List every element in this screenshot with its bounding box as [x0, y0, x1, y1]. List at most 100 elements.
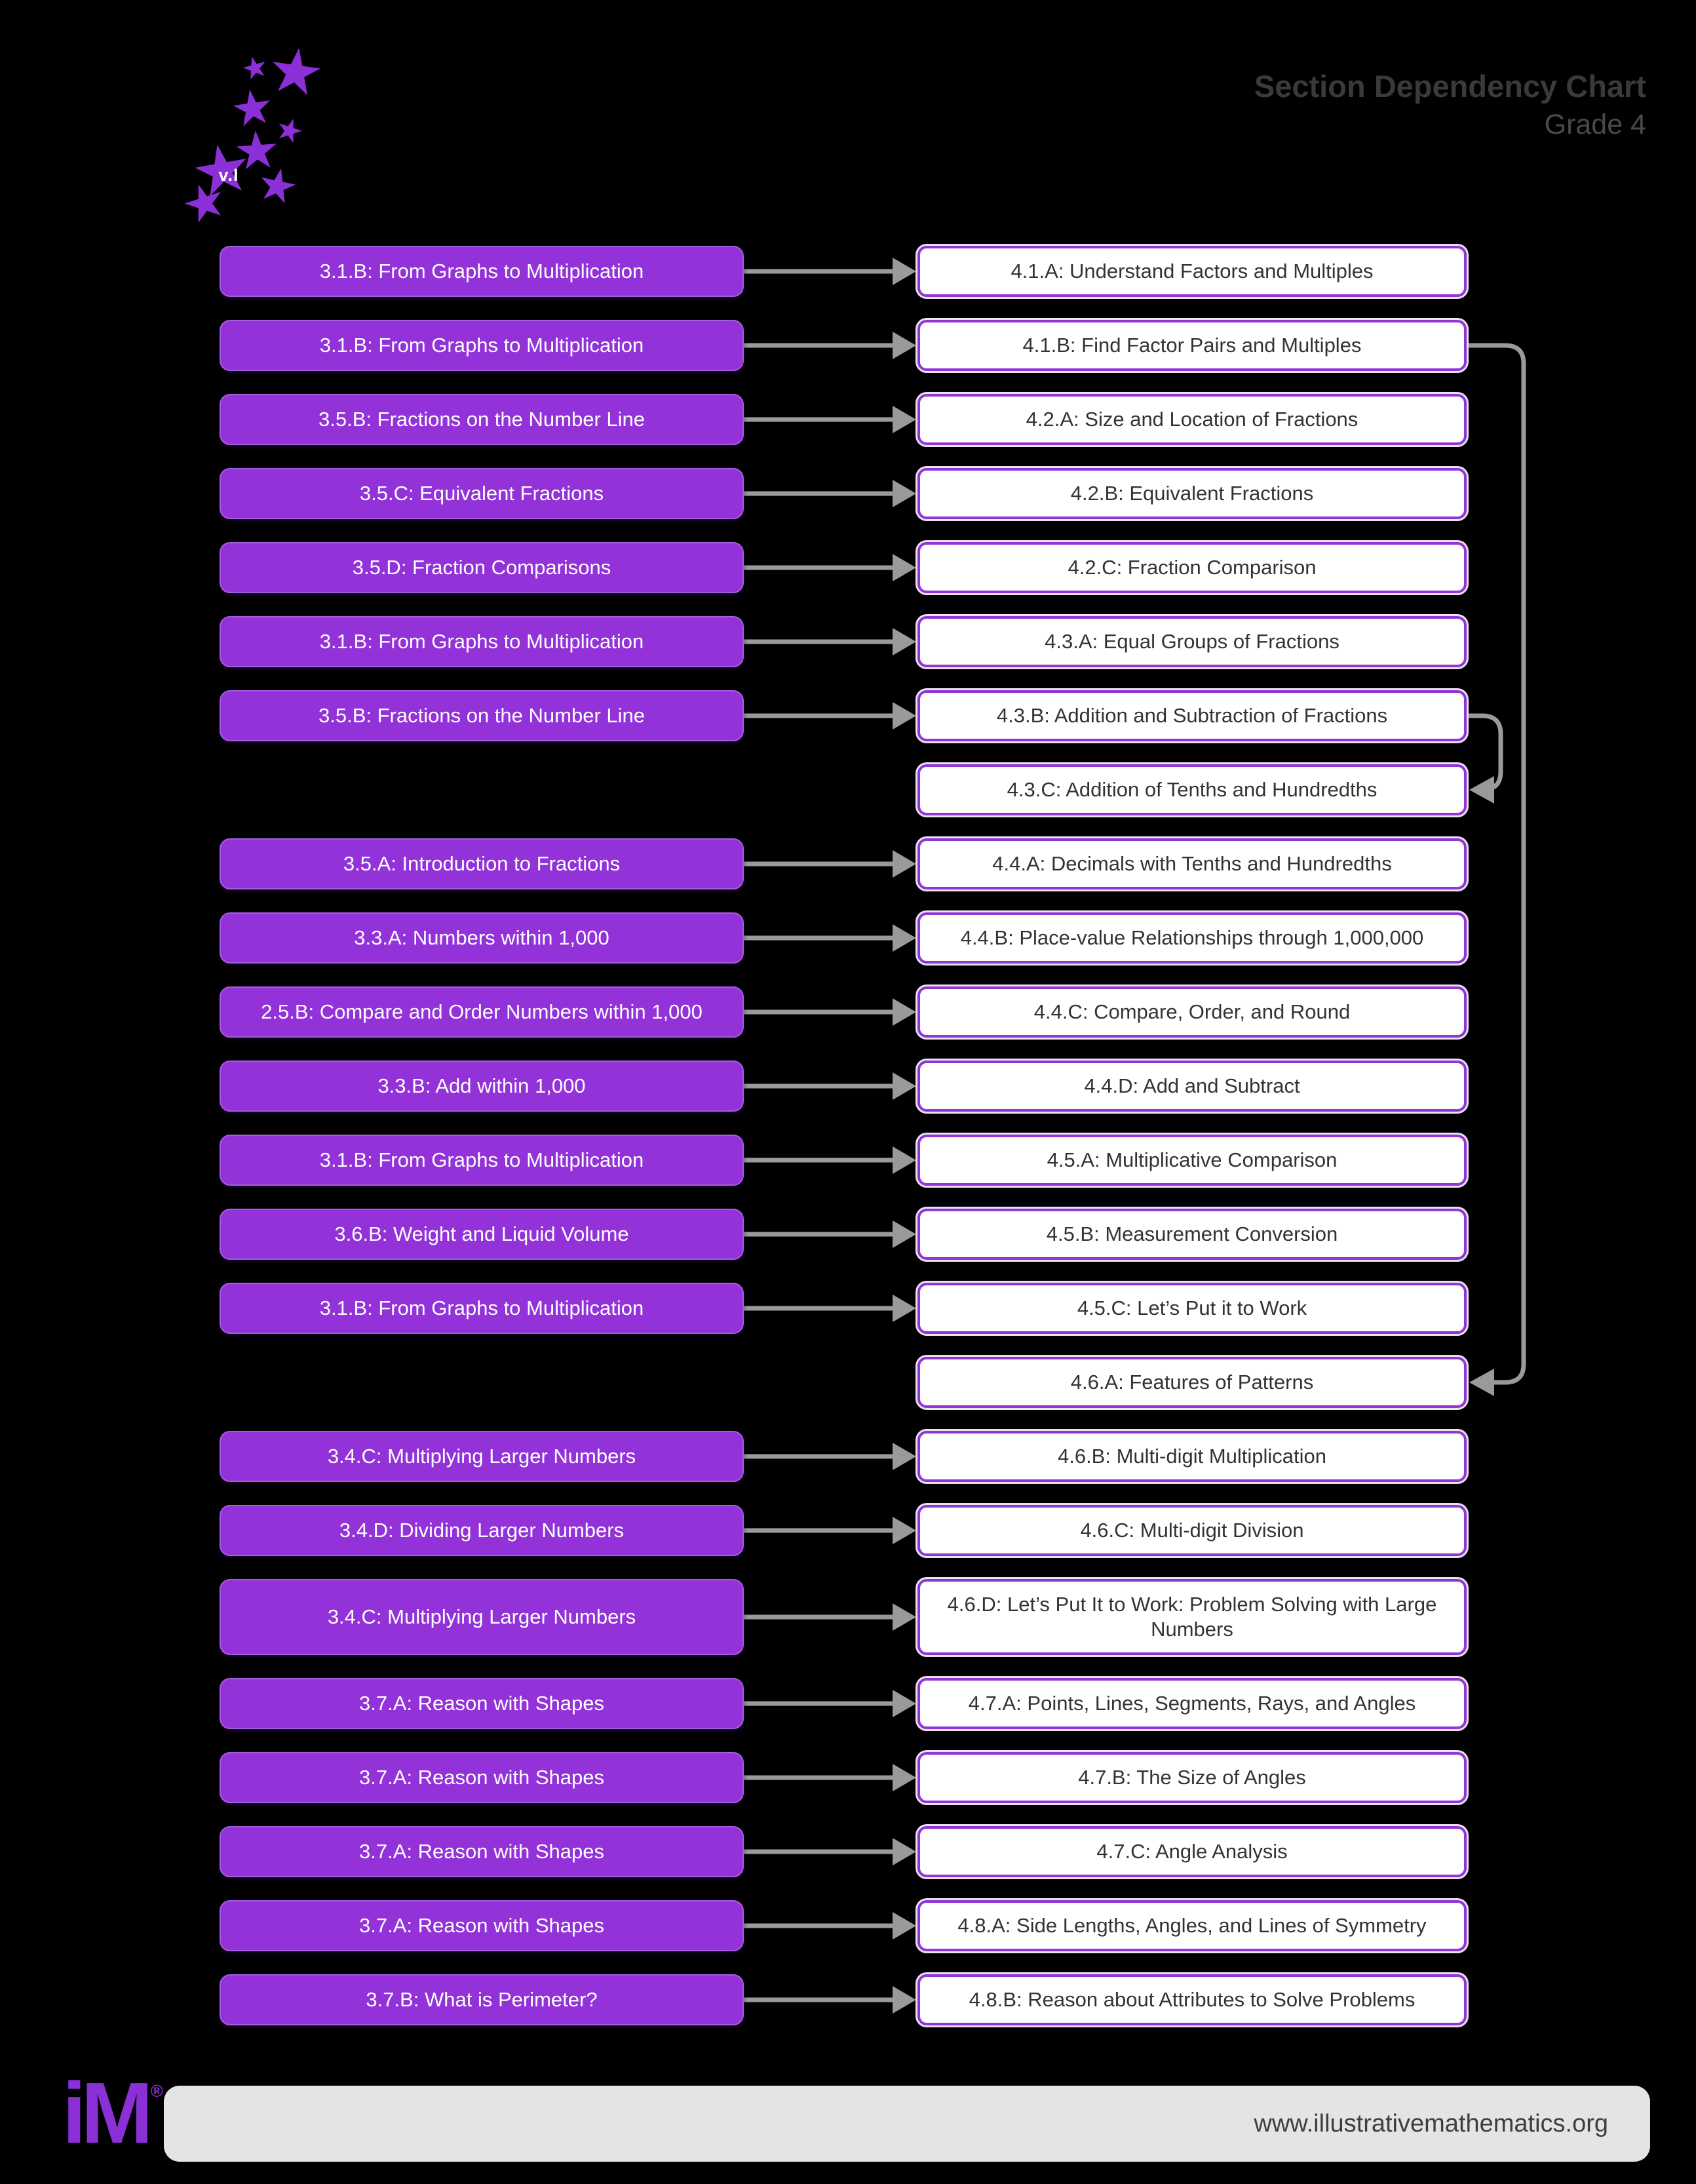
grade4-section-label: 4.7.A: Points, Lines, Segments, Rays, an… — [968, 1692, 1416, 1715]
star-icon: ★ — [263, 33, 329, 111]
grade4-section-box: 4.7.A: Points, Lines, Segments, Rays, an… — [917, 1678, 1467, 1729]
grade3-section-box: 3.3.A: Numbers within 1,000 — [220, 912, 744, 964]
grade3-section-box: 3.5.D: Fraction Comparisons — [220, 542, 744, 593]
grade3-section-box: 3.7.A: Reason with Shapes — [220, 1826, 744, 1877]
grade4-section-label: 4.4.C: Compare, Order, and Round — [1033, 1000, 1351, 1024]
arrowhead-icon — [893, 1603, 916, 1631]
routed-dependency-connector — [1467, 713, 1503, 792]
grade4-section-box: 4.5.C: Let’s Put it to Work — [917, 1283, 1467, 1334]
arrowhead-icon — [893, 332, 916, 359]
grade3-section-label: 3.7.A: Reason with Shapes — [359, 1914, 604, 1938]
grade4-section-box: 4.6.C: Multi-digit Division — [917, 1505, 1467, 1556]
grade3-section-box: 3.7.B: What is Perimeter? — [220, 1974, 744, 2025]
grade4-section-box: 4.5.A: Multiplicative Comparison — [917, 1135, 1467, 1186]
arrowhead-icon — [893, 850, 916, 878]
grade3-section-label: 3.5.D: Fraction Comparisons — [352, 556, 611, 579]
grade3-section-label: 3.4.C: Multiplying Larger Numbers — [327, 1605, 636, 1629]
arrowhead-icon — [893, 1072, 916, 1100]
grade3-section-box: 3.7.A: Reason with Shapes — [220, 1752, 744, 1803]
grade3-section-label: 3.7.A: Reason with Shapes — [359, 1840, 604, 1863]
grade4-section-box: 4.2.C: Fraction Comparison — [917, 542, 1467, 593]
grade-label: Grade 4 — [1544, 109, 1646, 140]
grade4-section-box: 4.5.B: Measurement Conversion — [917, 1209, 1467, 1260]
grade4-section-label: 4.4.B: Place-value Relationships through… — [960, 926, 1424, 950]
grade3-section-label: 3.5.B: Fractions on the Number Line — [318, 704, 645, 728]
arrowhead-icon — [893, 1146, 916, 1174]
header-titles: Section Dependency Chart Grade 4 — [1254, 67, 1646, 143]
grade3-section-box: 3.4.C: Multiplying Larger Numbers — [220, 1579, 744, 1655]
grade3-section-label: 3.6.B: Weight and Liquid Volume — [334, 1222, 629, 1246]
grade4-section-box: 4.2.B: Equivalent Fractions — [917, 468, 1467, 519]
im-logo-text: iM — [62, 2065, 153, 2161]
arrowhead-icon — [893, 924, 916, 952]
grade3-section-label: 3.1.B: From Graphs to Multiplication — [319, 1148, 644, 1172]
grade3-section-box: 3.1.B: From Graphs to Multiplication — [220, 246, 744, 297]
grade3-section-box: 3.4.C: Multiplying Larger Numbers — [220, 1431, 744, 1482]
grade3-section-label: 3.1.B: From Graphs to Multiplication — [319, 260, 644, 283]
grade3-section-label: 3.5.C: Equivalent Fractions — [359, 482, 604, 505]
grade4-section-label: 4.5.C: Let’s Put it to Work — [1077, 1297, 1307, 1320]
arrowhead-icon — [893, 628, 916, 655]
grade3-section-box: 3.7.A: Reason with Shapes — [220, 1678, 744, 1729]
im-logo: iM ® — [62, 2070, 163, 2156]
arrowhead-icon — [893, 554, 916, 581]
grade4-section-label: 4.7.B: The Size of Angles — [1078, 1766, 1306, 1789]
registered-trademark-icon: ® — [150, 2081, 163, 2101]
grade4-section-box: 4.8.A: Side Lengths, Angles, and Lines o… — [917, 1900, 1467, 1951]
grade4-section-box: 4.6.D: Let’s Put It to Work: Problem Sol… — [917, 1579, 1467, 1655]
grade3-section-box: 3.5.C: Equivalent Fractions — [220, 468, 744, 519]
grade4-section-label: 4.5.B: Measurement Conversion — [1046, 1222, 1338, 1246]
arrowhead-icon — [893, 1690, 916, 1717]
star-icon: ★ — [252, 156, 303, 215]
grade4-section-box: 4.3.C: Addition of Tenths and Hundredths — [917, 764, 1467, 815]
grade4-section-label: 4.1.A: Understand Factors and Multiples — [1011, 260, 1374, 283]
arrowhead-icon — [893, 998, 916, 1026]
arrowhead-icon — [893, 1517, 916, 1544]
grade4-section-label: 4.7.C: Angle Analysis — [1096, 1840, 1288, 1863]
grade3-section-label: 3.1.B: From Graphs to Multiplication — [319, 630, 644, 653]
grade4-section-box: 4.4.B: Place-value Relationships through… — [917, 912, 1467, 964]
grade4-section-box: 4.3.B: Addition and Subtraction of Fract… — [917, 690, 1467, 741]
footer-url: www.illustrativemathematics.org — [1254, 2109, 1608, 2137]
arrowhead-icon — [893, 1443, 916, 1470]
grade4-section-label: 4.3.A: Equal Groups of Fractions — [1045, 630, 1339, 653]
grade4-section-label: 4.8.B: Reason about Attributes to Solve … — [969, 1988, 1416, 2012]
grade4-section-label: 4.6.A: Features of Patterns — [1070, 1371, 1314, 1394]
grade4-section-box: 4.6.B: Multi-digit Multiplication — [917, 1431, 1467, 1482]
grade4-section-box: 4.2.A: Size and Location of Fractions — [917, 394, 1467, 445]
grade3-section-label: 3.5.B: Fractions on the Number Line — [318, 408, 645, 431]
footer-bar: www.illustrativemathematics.org — [164, 2086, 1650, 2162]
grade3-section-box: 3.7.A: Reason with Shapes — [220, 1900, 744, 1951]
grade3-section-box: 3.3.B: Add within 1,000 — [220, 1061, 744, 1112]
arrowhead-icon — [1469, 1369, 1494, 1396]
grade4-section-box: 4.1.B: Find Factor Pairs and Multiples — [917, 320, 1467, 371]
grade4-section-box: 4.8.B: Reason about Attributes to Solve … — [917, 1974, 1467, 2025]
arrowhead-icon — [893, 702, 916, 730]
grade4-section-label: 4.2.B: Equivalent Fractions — [1070, 482, 1314, 505]
arrowhead-icon — [893, 480, 916, 507]
grade3-section-label: 3.1.B: From Graphs to Multiplication — [319, 334, 644, 357]
grade3-section-label: 2.5.B: Compare and Order Numbers within … — [261, 1000, 703, 1024]
grade4-section-label: 4.6.B: Multi-digit Multiplication — [1057, 1445, 1327, 1468]
grade4-section-label: 4.3.C: Addition of Tenths and Hundredths — [1007, 778, 1378, 802]
grade3-section-box: 3.1.B: From Graphs to Multiplication — [220, 320, 744, 371]
grade4-section-box: 4.7.C: Angle Analysis — [917, 1826, 1467, 1877]
grade4-section-label: 4.8.A: Side Lengths, Angles, and Lines o… — [957, 1914, 1427, 1938]
grade3-section-label: 3.4.D: Dividing Larger Numbers — [339, 1519, 625, 1542]
arrowhead-icon — [893, 258, 916, 285]
arrowhead-icon — [893, 1764, 916, 1791]
grade4-section-box: 4.7.B: The Size of Angles — [917, 1752, 1467, 1803]
grade3-section-box: 3.5.B: Fractions on the Number Line — [220, 690, 744, 741]
grade4-section-box: 4.4.D: Add and Subtract — [917, 1061, 1467, 1112]
logo-version-label: v.I — [218, 165, 239, 185]
grade3-section-label: 3.3.B: Add within 1,000 — [377, 1074, 586, 1098]
arrowhead-icon — [893, 1838, 916, 1865]
grade4-section-box: 4.4.A: Decimals with Tenths and Hundredt… — [917, 838, 1467, 889]
grade4-section-box: 4.4.C: Compare, Order, and Round — [917, 986, 1467, 1038]
arrowhead-icon — [893, 1295, 916, 1322]
grade3-section-box: 2.5.B: Compare and Order Numbers within … — [220, 986, 744, 1038]
grade3-section-label: 3.1.B: From Graphs to Multiplication — [319, 1297, 644, 1320]
arrowhead-icon — [1469, 776, 1494, 804]
grade4-section-label: 4.2.C: Fraction Comparison — [1068, 556, 1317, 579]
